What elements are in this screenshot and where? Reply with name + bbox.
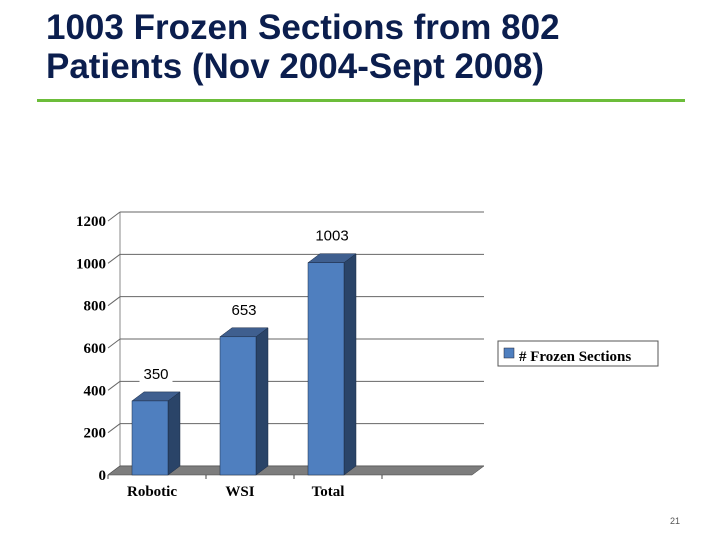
- bar-side: [255, 327, 269, 476]
- y-tick-label: 0: [99, 468, 107, 484]
- slide-number: 21: [669, 516, 680, 526]
- data-label-bg: [311, 226, 353, 245]
- y-tick-label: 1000: [76, 256, 106, 272]
- data-label-bg: [227, 300, 261, 319]
- legend: # Frozen Sections: [497, 340, 659, 367]
- x-tick-label: WSI: [225, 484, 254, 500]
- data-label: 1003: [315, 228, 348, 245]
- slide-title: 1003 Frozen Sections from 802 Patients (…: [46, 8, 686, 86]
- y-tick-label: 800: [84, 299, 107, 315]
- data-label: 653: [231, 302, 256, 319]
- gridline-connector: [107, 211, 121, 222]
- bar-total: [307, 262, 345, 476]
- x-axis: Robotic WSI Total: [127, 484, 344, 500]
- data-label-bg: [139, 364, 173, 383]
- y-tick-label: 400: [84, 383, 107, 399]
- slide-title-line-1: 1003 Frozen Sections from 802: [46, 8, 560, 47]
- bar-side: [167, 391, 181, 476]
- legend-swatch: [503, 347, 515, 359]
- floor-plane: [107, 465, 485, 476]
- gridline-connector: [107, 296, 121, 307]
- bars: [131, 253, 357, 476]
- gridline-connector: [107, 423, 121, 434]
- chart-floor: [107, 465, 485, 479]
- title-divider: [37, 99, 685, 102]
- gridlines: [107, 211, 484, 476]
- legend-label: # Frozen Sections: [519, 349, 631, 365]
- data-label: 350: [143, 366, 168, 383]
- gridline-connector: [107, 380, 121, 391]
- x-tick-label: Robotic: [127, 484, 177, 500]
- y-tick-label: 600: [84, 341, 107, 357]
- legend-box: [497, 340, 659, 367]
- y-axis: 0 200 400 600 800 1000 1200: [76, 214, 106, 484]
- y-tick-label: 1200: [76, 214, 106, 230]
- bar-wsi: [219, 336, 257, 476]
- y-tick-label: 200: [84, 426, 107, 442]
- x-tick-label: Total: [312, 484, 345, 500]
- gridline-connector: [107, 253, 121, 264]
- bar-side: [343, 253, 357, 476]
- data-labels: 350 653 1003: [139, 226, 353, 383]
- slide-title-line-2: Patients (Nov 2004-Sept 2008): [46, 47, 544, 86]
- gridline-connector: [107, 338, 121, 349]
- bar-robotic: [131, 400, 169, 476]
